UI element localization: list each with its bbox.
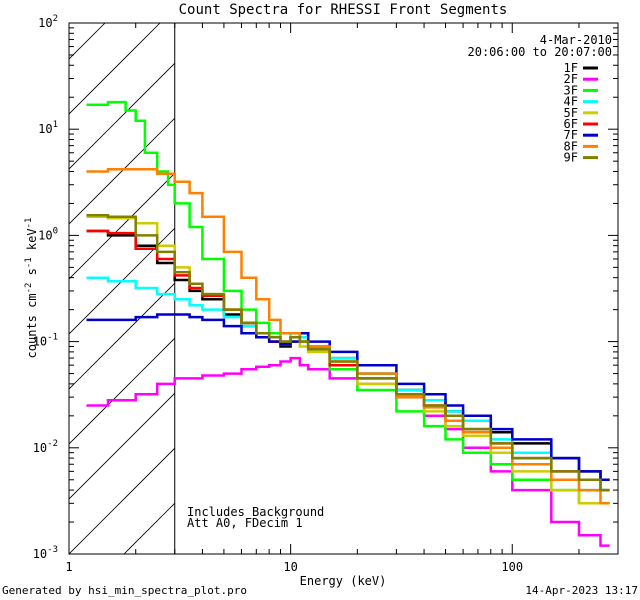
legend-label-4f: 4F bbox=[564, 95, 578, 109]
legend-label-3f: 3F bbox=[564, 83, 578, 97]
chart-title: Count Spectra for RHESSI Front Segments bbox=[179, 2, 508, 18]
series-lines bbox=[86, 100, 610, 547]
series-2f bbox=[86, 356, 610, 547]
legend-label-1f: 1F bbox=[564, 61, 578, 75]
annotation-attenuator: Att A0, FDecim 1 bbox=[187, 516, 303, 530]
legend-label-9f: 9F bbox=[564, 151, 578, 165]
y-axis: 102 101 100 10-1 10-2 10-3 bbox=[33, 14, 618, 561]
y-tick-label: 10-2 bbox=[33, 439, 58, 455]
y-axis-label: counts cm-2 s-1 keV-1 bbox=[24, 218, 39, 359]
hatch-line bbox=[69, 23, 161, 115]
hatch-line bbox=[69, 337, 175, 445]
legend-label-7f: 7F bbox=[564, 128, 578, 142]
x-axis-label: Energy (keV) bbox=[300, 574, 387, 588]
hatch-line bbox=[619, 0, 640, 554]
legend-date: 4-Mar-2010 bbox=[540, 33, 612, 47]
hatch-line bbox=[69, 23, 106, 60]
annotation-background: Includes Background bbox=[187, 505, 324, 519]
plot-frame bbox=[68, 22, 619, 555]
series-1f bbox=[86, 229, 610, 482]
hatch-line bbox=[69, 172, 175, 280]
hatch-line bbox=[69, 447, 175, 554]
legend-label-8f: 8F bbox=[564, 139, 578, 153]
hatch-line bbox=[69, 392, 175, 500]
series-9f bbox=[86, 213, 610, 492]
footer-timestamp: 14-Apr-2023 13:17 bbox=[525, 584, 638, 597]
x-tick-label: 1 bbox=[65, 560, 72, 574]
y-tick-label: 102 bbox=[38, 14, 58, 30]
legend-label-6f: 6F bbox=[564, 117, 578, 131]
hatch-line bbox=[0, 0, 9, 554]
hatch-line bbox=[69, 227, 175, 335]
x-tick-label: 100 bbox=[501, 560, 523, 574]
y-tick-label: 10-1 bbox=[33, 333, 58, 349]
y-tick-label: 101 bbox=[38, 120, 58, 136]
legend-time-range: 20:06:00 to 20:07:00 bbox=[468, 45, 613, 59]
footer-generated-by: Generated by hsi_min_spectra_plot.pro bbox=[2, 584, 247, 597]
hatch-line bbox=[69, 117, 175, 225]
x-axis: 1 10 100 bbox=[65, 23, 619, 574]
hatched-region bbox=[0, 0, 640, 554]
x-tick-label: 10 bbox=[283, 560, 297, 574]
y-tick-label: 100 bbox=[38, 226, 58, 242]
legend-label-5f: 5F bbox=[564, 106, 578, 120]
y-tick-label: 10-3 bbox=[33, 545, 58, 561]
series-7f bbox=[86, 313, 610, 482]
legend-label-2f: 2F bbox=[564, 72, 578, 86]
